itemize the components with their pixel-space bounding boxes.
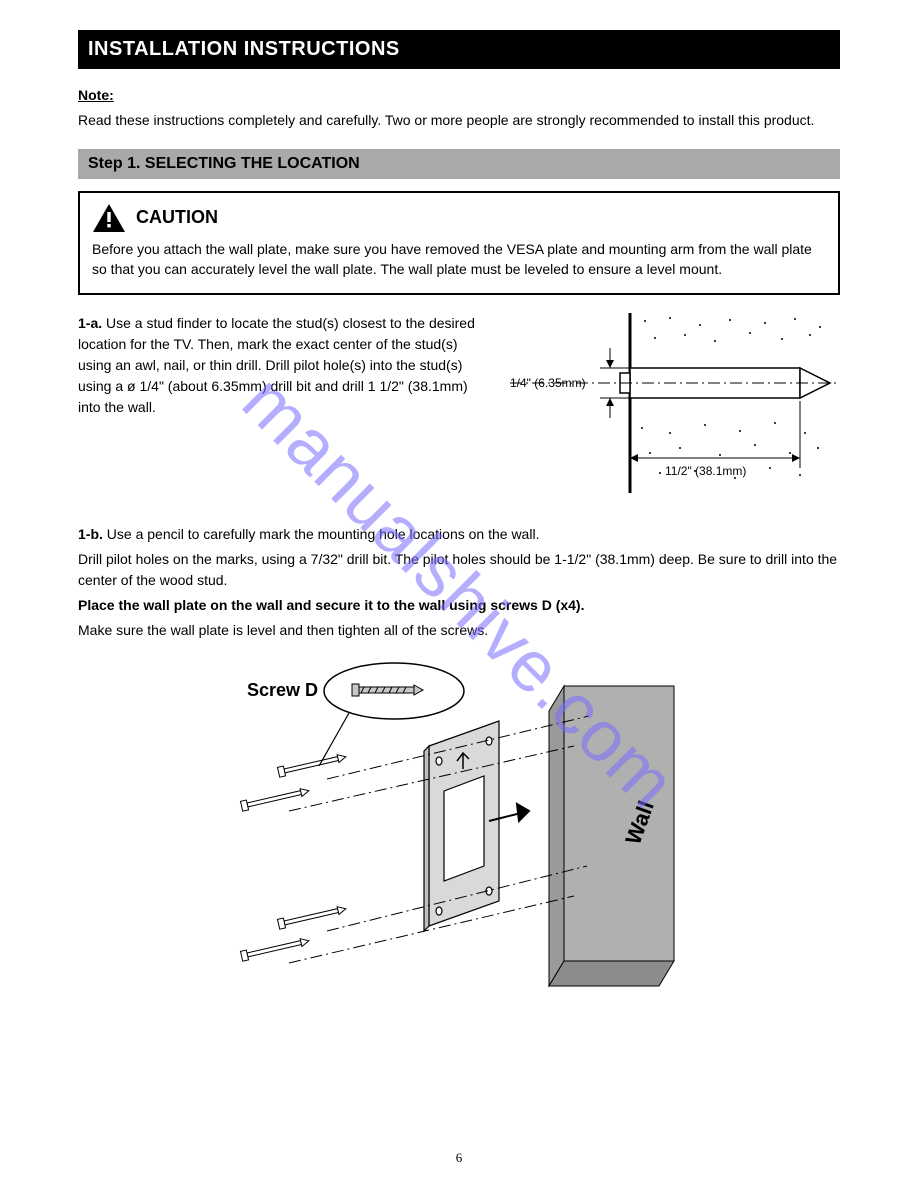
step-1b-body3: Place the wall plate on the wall and sec… (78, 597, 584, 613)
step-1a-lead: 1-a. (78, 315, 102, 331)
section-title: Step 1. SELECTING THE LOCATION (78, 149, 840, 179)
step-1b-body1: Use a pencil to carefully mark the mount… (103, 526, 540, 542)
page-number: 6 (456, 1150, 463, 1166)
figure-2-screw-label: Screw D (247, 680, 318, 700)
step-1b-lead: 1-b. (78, 526, 103, 542)
step-1b-text: 1-b. Use a pencil to carefully mark the … (78, 524, 840, 641)
note-text: Read these instructions completely and c… (78, 111, 840, 131)
note-label: Note: (78, 87, 114, 103)
figure-2: Wall (229, 651, 689, 1036)
step-1a-row: 1-a. Use a stud finder to locate the stu… (78, 313, 840, 518)
page-header: INSTALLATION INSTRUCTIONS (78, 30, 840, 69)
caution-body: Before you attach the wall plate, make s… (92, 239, 826, 280)
figure-1-dim-top: 1/4" (6.35mm) (510, 376, 586, 390)
warning-triangle-icon (92, 203, 126, 233)
step-1a-body: Use a stud finder to locate the stud(s) … (78, 315, 475, 415)
figure-1: 1/4" (6.35mm) 11/2" (38.1mm) (510, 313, 840, 518)
note-line: Note: (78, 87, 840, 103)
step-1a-text: 1-a. Use a stud finder to locate the stu… (78, 313, 480, 418)
caution-heading-row: CAUTION (92, 203, 826, 233)
figure-1-dim-bottom: 11/2" (38.1mm) (665, 464, 746, 478)
caution-box: CAUTION Before you attach the wall plate… (78, 191, 840, 296)
step-1b-body2: Drill pilot holes on the marks, using a … (78, 549, 840, 591)
caution-heading: CAUTION (136, 207, 218, 228)
step-1b-body4: Make sure the wall plate is level and th… (78, 620, 840, 641)
